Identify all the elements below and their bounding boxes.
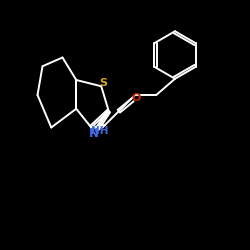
Text: N: N — [89, 127, 99, 140]
Text: S: S — [99, 78, 107, 88]
Text: O: O — [132, 93, 141, 103]
Text: NH: NH — [91, 126, 109, 136]
